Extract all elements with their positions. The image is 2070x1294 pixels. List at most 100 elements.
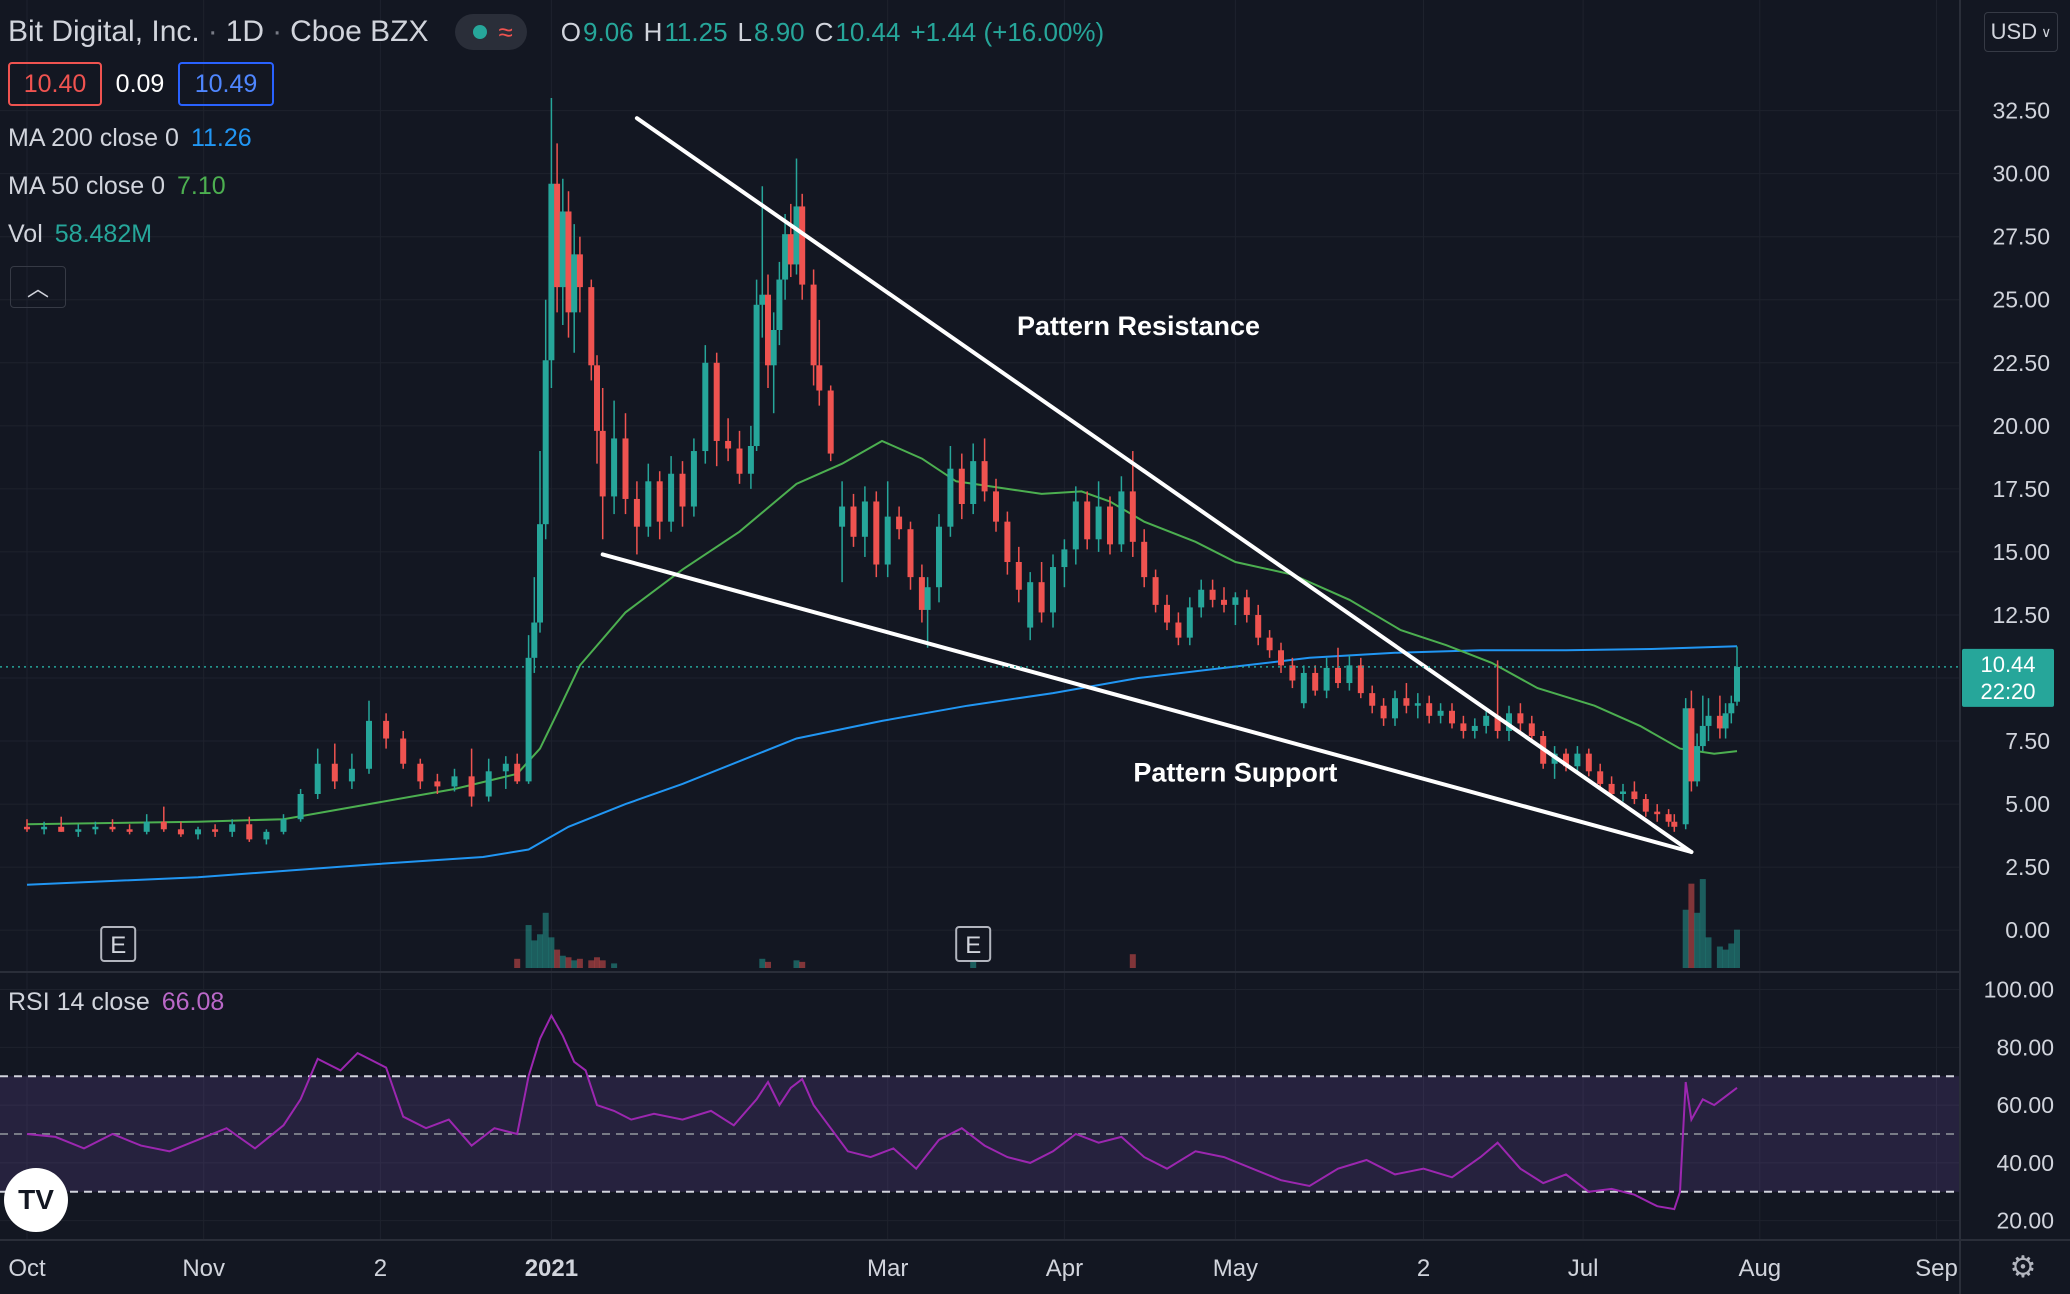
candle-body	[1642, 799, 1649, 812]
settings-gear-icon[interactable]: ⚙	[2009, 1250, 2037, 1284]
ohlc-values: O 9.06 H 11.25 L 8.90 C 10.44 +1.44 (+16…	[561, 17, 1106, 48]
ma50-label: MA 50 close 0	[8, 172, 166, 200]
volume-legend[interactable]: Vol 58.482M	[8, 220, 152, 249]
price-tag-value: 10.44	[1980, 652, 2035, 677]
buy-button[interactable]: 10.49	[178, 62, 274, 106]
candle-body	[622, 438, 629, 499]
candle-body	[1198, 589, 1205, 608]
candle-body	[1050, 567, 1056, 613]
candle-body	[690, 451, 697, 507]
last-price-tag: 10.44 22:20	[1962, 648, 2054, 707]
candle-body	[229, 824, 236, 832]
candle-body	[1232, 597, 1239, 605]
candle-body	[1688, 708, 1695, 782]
time-tick-label: Sep	[1915, 1255, 1958, 1282]
market-status-toggle[interactable]: ≈	[454, 14, 527, 50]
candle-body	[1597, 771, 1604, 784]
candle-body	[246, 824, 253, 840]
candle-body	[58, 826, 65, 832]
earnings-marker-icon	[955, 926, 992, 962]
candle-body	[873, 501, 880, 565]
candle-body	[1494, 715, 1501, 731]
candle-body	[1095, 506, 1102, 540]
candle-body	[702, 362, 709, 452]
interval[interactable]: 1D	[225, 15, 265, 48]
currency-dropdown-icon: ∨	[2041, 23, 2052, 40]
candle-body	[1289, 665, 1296, 681]
collapse-legend-button[interactable]: ︿	[10, 266, 66, 308]
candle-body	[554, 183, 561, 288]
candle-body	[314, 763, 321, 794]
candle-body	[1129, 491, 1136, 542]
ma50-legend[interactable]: MA 50 close 0 7.10	[8, 172, 226, 201]
volume-bar	[559, 955, 566, 968]
candle-body	[1380, 705, 1387, 719]
rsi-line	[26, 1013, 1738, 1211]
tradingview-logo-icon[interactable]: TV	[4, 1168, 68, 1232]
volume-bar	[576, 958, 583, 968]
candle-body	[713, 362, 720, 441]
price-tick-label: 15.00	[1992, 539, 2050, 565]
rsi-axis[interactable]: 20.00 40.00 60.00 80.00 100.00	[1984, 977, 2054, 1234]
rsi-tick-label: 40.00	[1996, 1150, 2054, 1176]
candle-body	[611, 438, 618, 497]
candle-body	[1221, 599, 1227, 605]
time-tick-label: 2021	[525, 1255, 578, 1282]
candle-body	[594, 365, 600, 431]
candle-body	[485, 771, 492, 797]
candle-body	[468, 776, 475, 797]
candle-body	[160, 821, 167, 830]
candle-body	[970, 461, 977, 504]
rsi-series	[26, 1013, 1738, 1211]
candle-body	[177, 829, 184, 835]
volume-bar	[588, 960, 595, 968]
time-axis[interactable]: Oct Nov 2 2021 Mar Apr May 2 Jul Aug Sep	[8, 1255, 1958, 1282]
rsi-tick-label: 60.00	[1996, 1092, 2054, 1118]
exchange: Cboe BZX	[290, 15, 429, 48]
candle-body	[1209, 589, 1216, 600]
candle-body	[24, 826, 30, 830]
volume-bar	[537, 934, 543, 968]
candle-body	[417, 763, 424, 782]
candle-body	[571, 254, 578, 313]
candle-body	[1175, 622, 1182, 638]
candle-body	[861, 501, 868, 537]
sell-button[interactable]: 10.40	[8, 62, 102, 106]
collapse-chevron-icon: ︿	[26, 276, 49, 301]
candle-body	[348, 768, 355, 782]
candle-body	[793, 206, 800, 265]
candle-body	[1682, 708, 1689, 825]
candle-body	[1471, 725, 1478, 731]
price-tick-label: 12.50	[1992, 602, 2050, 628]
annotations: Pattern Resistance Pattern Support	[1017, 311, 1337, 787]
annotation-label: Pattern Resistance	[1017, 311, 1260, 341]
candle-body	[816, 365, 823, 391]
candle-body	[753, 304, 760, 446]
candle-body	[434, 781, 441, 787]
candle-body	[1716, 715, 1723, 729]
rsi-tick-label: 100.00	[1984, 977, 2054, 1003]
volume-bar	[1682, 909, 1689, 968]
currency-dropdown[interactable]: USD ∨	[1984, 12, 2058, 52]
symbol-name[interactable]: Bit Digital, Inc.	[8, 15, 200, 48]
candle-body	[1483, 715, 1490, 726]
volume-bar	[1688, 883, 1695, 968]
candle-body	[1460, 723, 1467, 731]
candle-body	[1346, 665, 1353, 684]
candle-body	[1671, 821, 1678, 827]
candle-body	[331, 763, 338, 782]
candle-body	[1312, 672, 1319, 691]
ma200-legend[interactable]: MA 200 close 0 11.26	[8, 124, 252, 153]
candle-body	[1278, 650, 1284, 666]
candle-body	[263, 831, 270, 840]
price-axis[interactable]: 0.002.505.007.5010.0012.5015.0017.5020.0…	[1992, 98, 2050, 944]
price-tick-label: 27.50	[1992, 224, 2050, 250]
low-label: L	[737, 16, 753, 47]
candle-body	[1369, 693, 1376, 706]
time-tick-label: May	[1213, 1255, 1258, 1282]
candle-body	[1255, 614, 1262, 638]
rsi-legend[interactable]: RSI 14 close 66.08	[8, 988, 224, 1017]
candle-body	[776, 279, 783, 330]
candle-body	[1699, 725, 1706, 747]
